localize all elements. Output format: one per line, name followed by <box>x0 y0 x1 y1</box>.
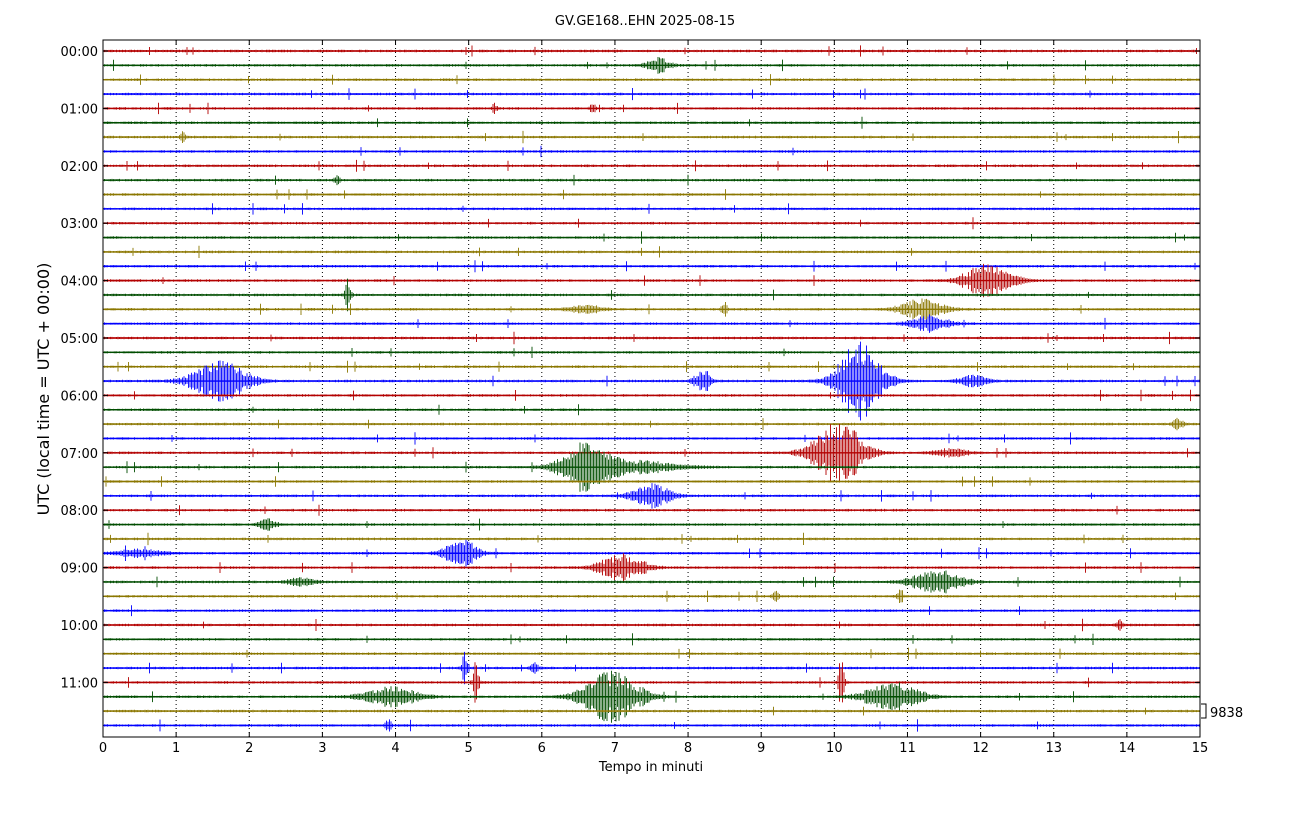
y-tick-label: 00:00 <box>61 45 98 60</box>
y-tick-label: 08:00 <box>61 504 98 519</box>
chart-grid <box>175 40 1128 737</box>
x-tick-label: 8 <box>684 741 692 756</box>
x-tick-label: 11 <box>899 741 916 756</box>
y-tick-label: 10:00 <box>61 619 98 634</box>
y-tick-label: 06:00 <box>61 389 98 404</box>
x-tick-label: 14 <box>1119 741 1136 756</box>
x-tick-label: 0 <box>99 741 107 756</box>
y-tick-label: 07:00 <box>61 447 98 462</box>
x-axis-label: Tempo in minuti <box>598 760 703 775</box>
y-tick-label: 03:00 <box>61 217 98 232</box>
x-tick-label: 3 <box>318 741 326 756</box>
y-tick-label: 09:00 <box>61 562 98 577</box>
y-axis: 00:00 01:00 02:00 03:00 04:00 05:00 06:00 07:00… <box>61 45 1200 691</box>
x-tick-label: 2 <box>245 741 253 756</box>
x-tick-label: 10 <box>826 741 843 756</box>
y-tick-label: 04:00 <box>61 275 98 290</box>
x-tick-label: 6 <box>538 741 546 756</box>
scale-label: 9838 <box>1210 706 1243 721</box>
chart-title: GV.GE168..EHN 2025-08-15 <box>555 14 735 29</box>
x-tick-label: 15 <box>1192 741 1209 756</box>
x-tick-label: 4 <box>391 741 399 756</box>
x-tick-label: 13 <box>1045 741 1062 756</box>
x-tick-label: 12 <box>972 741 989 756</box>
y-axis-label: UTC (local time = UTC + 00:00) <box>34 263 53 516</box>
x-tick-label: 7 <box>611 741 619 756</box>
seismic-traces <box>102 45 1200 732</box>
y-tick-label: 05:00 <box>61 332 98 347</box>
y-tick-label: 11:00 <box>61 676 98 691</box>
plot-frame <box>102 39 1201 738</box>
x-tick-label: 5 <box>465 741 473 756</box>
y-tick-label: 02:00 <box>61 160 98 175</box>
x-tick-label: 1 <box>172 741 180 756</box>
y-tick-label: 01:00 <box>61 102 98 117</box>
x-tick-label: 9 <box>757 741 765 756</box>
scale-bracket <box>1201 703 1207 719</box>
x-axis: 0 1 2 3 4 5 6 7 8 9 10 11 12 13 14 15 <box>99 40 1208 756</box>
